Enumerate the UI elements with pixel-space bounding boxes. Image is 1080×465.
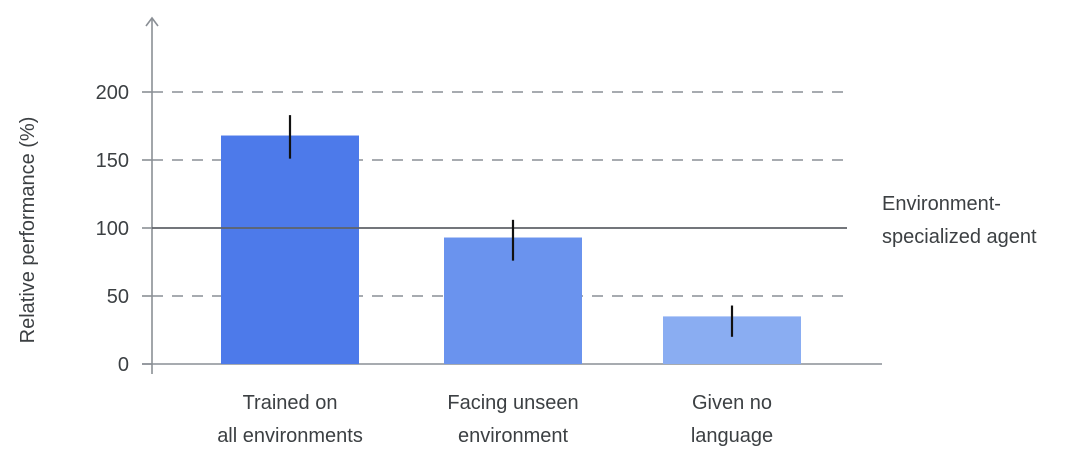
y-axis-label: Relative performance (%) <box>17 117 39 344</box>
x-tick-label: environment <box>458 425 569 447</box>
x-tick-label: language <box>691 425 773 447</box>
y-tick-label: 200 <box>96 82 129 104</box>
x-tick-label: Trained on <box>243 392 338 414</box>
y-tick-label: 100 <box>96 218 129 240</box>
reference-line-label: Environment- <box>882 193 1001 215</box>
y-tick-label: 150 <box>96 150 129 172</box>
y-tick-label: 0 <box>118 354 129 376</box>
reference-line-label: specialized agent <box>882 226 1037 248</box>
labels: 0 50 100 150 200 Trained on all environments Fa… <box>96 82 1037 447</box>
y-tick-label: 50 <box>107 286 129 308</box>
y-axis-arrow-icon <box>145 16 159 27</box>
bars <box>152 115 847 364</box>
bar <box>221 135 359 364</box>
x-tick-label: Facing unseen <box>447 392 578 414</box>
x-tick-label: Given no <box>692 392 772 414</box>
x-tick-label: all environments <box>217 425 363 447</box>
